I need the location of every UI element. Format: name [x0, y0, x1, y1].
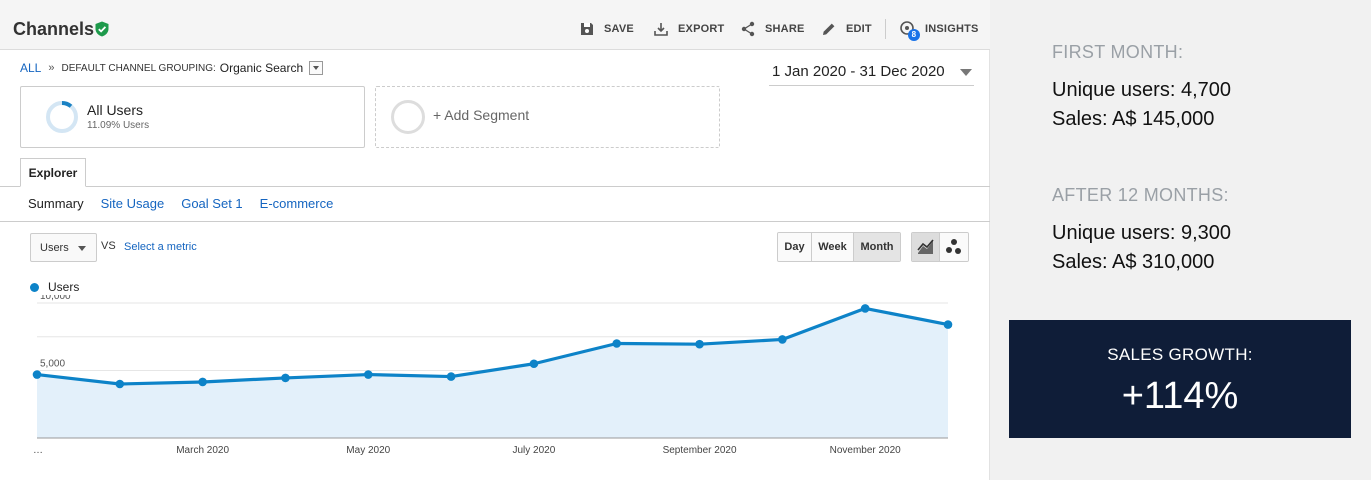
chevron-down-icon: [960, 69, 972, 76]
verified-shield-icon: [95, 21, 109, 37]
metric-select[interactable]: Users: [30, 233, 97, 262]
data-point-may-2020: [363, 370, 373, 379]
data-point-oct-2020: [778, 335, 787, 344]
share-label: SHARE: [765, 23, 805, 35]
y-tick-label: 10,000: [40, 295, 71, 302]
month-button[interactable]: Month: [854, 233, 900, 261]
after-12-months-sales: Sales: A$ 310,000: [1052, 251, 1215, 273]
data-point-feb-2020: [115, 379, 125, 389]
after-12-months-label: AFTER 12 MONTHS:: [1052, 185, 1229, 205]
subnav-ecommerce[interactable]: E-commerce: [259, 196, 334, 211]
data-point-mar-2020: [198, 377, 207, 387]
legend-users-dot: [30, 282, 39, 292]
chevron-down-icon: [78, 246, 86, 251]
date-range-label: 1 Jan 2020 - 31 Dec 2020: [772, 63, 945, 80]
week-button[interactable]: Week: [812, 233, 854, 261]
export-label: EXPORT: [678, 23, 725, 35]
line-chart-icon: [917, 239, 934, 254]
users-line: [36, 306, 949, 386]
y-tick-label: 5,000: [40, 359, 65, 370]
export-button[interactable]: EXPORT: [653, 20, 724, 38]
segment-ring-icon: [46, 101, 78, 133]
breadcrumb-value: Organic Search: [219, 61, 304, 75]
breadcrumb-all-link[interactable]: ALL: [20, 61, 42, 75]
x-tick-label: November 2020: [830, 445, 902, 456]
segment-name: All Users: [87, 102, 144, 118]
edit-label: EDIT: [846, 23, 872, 35]
line-chart-button[interactable]: [912, 233, 940, 261]
subnav-divider: [0, 221, 990, 222]
sales-growth-label: SALES GROWTH:: [1107, 345, 1253, 364]
subnav-site-usage[interactable]: Site Usage: [100, 196, 165, 211]
toolbar-divider: [885, 19, 886, 39]
breadcrumb-separator: »: [48, 62, 55, 74]
report-header: Channels SAVE EXPORT SHARE EDIT 8 IN: [0, 0, 990, 50]
first-month-users: Unique users: 4,700: [1052, 79, 1232, 101]
page-title: Channels: [13, 19, 95, 39]
data-point-dec-2020: [943, 320, 953, 329]
edit-icon: [823, 23, 835, 35]
users-chart: 10,000 5,000 … March 2020 May 2020 July 2020 S…: [32, 295, 953, 456]
insights-icon-wrap: 8: [900, 21, 920, 41]
share-icon: [741, 21, 755, 37]
data-point-sep-2020: [695, 339, 704, 349]
x-tick-label: …: [33, 445, 43, 456]
save-label: SAVE: [604, 23, 634, 35]
breadcrumb: ALL » DEFAULT CHANNEL GROUPING: Organic …: [20, 61, 324, 75]
legend-users-label: Users: [48, 280, 80, 294]
share-button[interactable]: SHARE: [740, 20, 805, 38]
insights-icon: [900, 21, 914, 35]
export-icon: [654, 23, 668, 36]
metric-select-value: Users: [40, 242, 69, 254]
x-tick-label: May 2020: [346, 445, 390, 456]
chart-legend: Users: [30, 280, 79, 294]
users-area: [37, 308, 948, 438]
sales-growth-value: +114%: [1121, 375, 1239, 417]
bubble-chart-icon: [946, 239, 961, 254]
edit-button[interactable]: EDIT: [821, 20, 872, 38]
insights-button[interactable]: 8 INSIGHTS: [900, 20, 979, 41]
motion-chart-button[interactable]: [940, 233, 968, 261]
data-point-aug-2020: [612, 339, 622, 348]
vs-label: VS: [101, 240, 116, 252]
save-icon: [581, 23, 593, 35]
segment-share: 11.09% Users: [87, 120, 150, 131]
insights-label: INSIGHTS: [925, 23, 979, 35]
data-point-jan-2020: [32, 370, 42, 379]
data-point-jun-2020: [446, 372, 456, 381]
data-point-jul-2020: [529, 359, 539, 369]
first-month-sales: Sales: A$ 145,000: [1052, 108, 1215, 130]
date-range-picker[interactable]: 1 Jan 2020 - 31 Dec 2020: [769, 58, 974, 86]
x-tick-label: September 2020: [663, 445, 737, 456]
tab-explorer[interactable]: Explorer: [20, 158, 86, 187]
after-12-months-users: Unique users: 9,300: [1052, 222, 1232, 244]
tab-divider: [0, 186, 990, 187]
report-subnav: Summary Site Usage Goal Set 1 E-commerce: [28, 196, 350, 211]
save-button[interactable]: SAVE: [579, 20, 634, 38]
insights-badge: 8: [908, 29, 920, 41]
empty-segment-icon: [391, 100, 425, 134]
add-segment-label: + Add Segment: [433, 107, 530, 123]
select-metric-link[interactable]: Select a metric: [124, 241, 197, 253]
add-segment-button[interactable]: + Add Segment: [375, 86, 720, 148]
x-tick-label: March 2020: [176, 445, 229, 456]
day-button[interactable]: Day: [778, 233, 812, 261]
subnav-summary[interactable]: Summary: [28, 196, 84, 211]
x-tick-label: July 2020: [513, 445, 556, 456]
sales-growth-card: SALES GROWTH: +114%: [1009, 320, 1351, 438]
analytics-report: Channels SAVE EXPORT SHARE EDIT 8 IN: [0, 0, 990, 480]
breadcrumb-dimension: DEFAULT CHANNEL GROUPING:: [61, 62, 216, 74]
breadcrumb-dropdown[interactable]: [309, 61, 324, 75]
subnav-goal-set-1[interactable]: Goal Set 1: [181, 196, 243, 211]
data-point-nov-2020: [860, 304, 870, 313]
segment-all-users[interactable]: All Users 11.09% Users: [20, 86, 365, 148]
first-month-label: FIRST MONTH:: [1052, 42, 1184, 62]
data-point-apr-2020: [281, 373, 290, 383]
chart-type-group: [911, 232, 969, 262]
time-granularity-group: Day Week Month: [777, 232, 901, 262]
